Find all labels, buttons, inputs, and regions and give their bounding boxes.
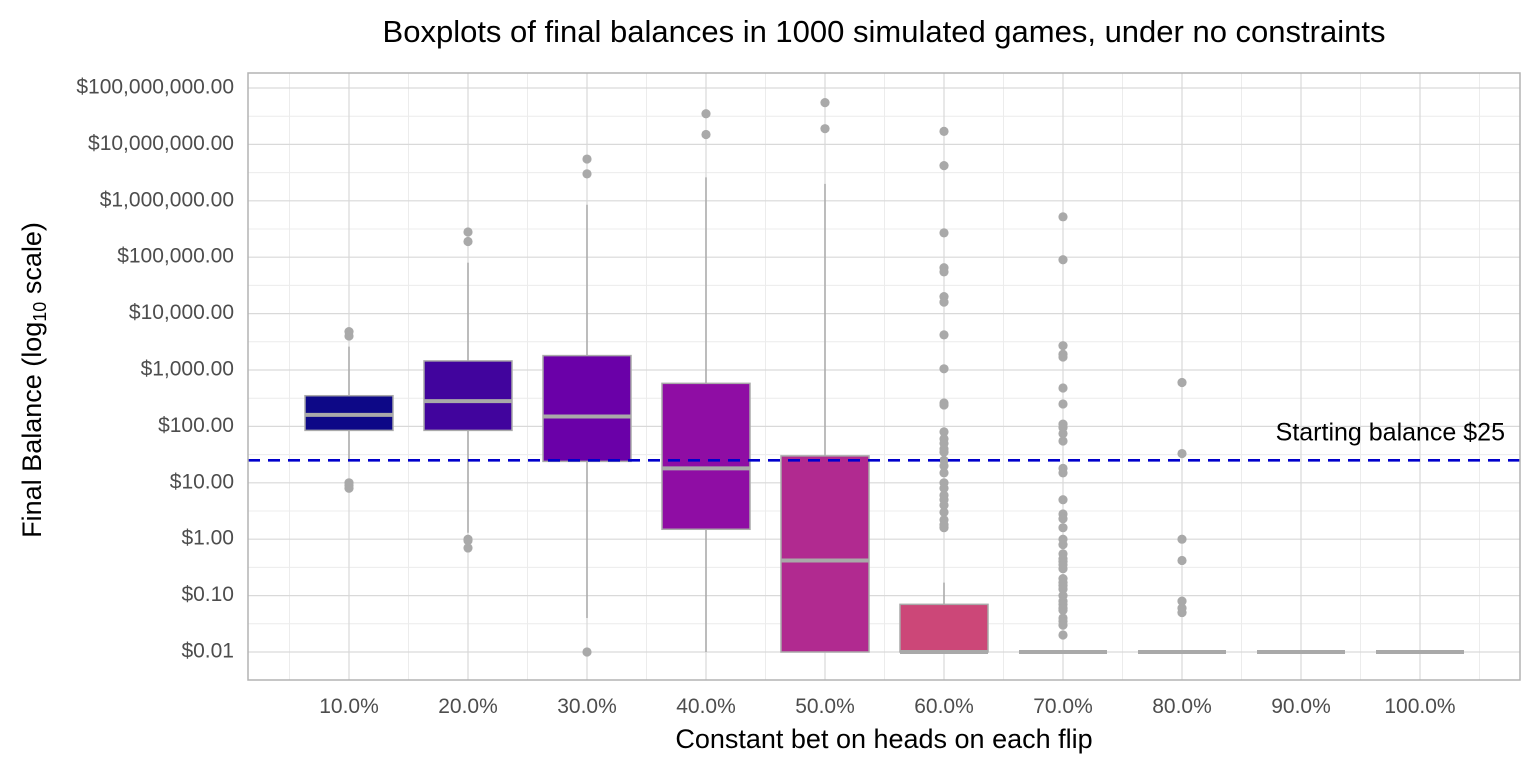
outlier-point xyxy=(939,523,949,533)
x-tick-label: 40.0% xyxy=(676,695,736,718)
outlier-point xyxy=(463,543,473,553)
outlier-point xyxy=(939,267,949,277)
box-60.0pct xyxy=(899,603,989,653)
starting-balance-label: Starting balance $25 xyxy=(1276,418,1505,446)
box-40.0pct xyxy=(661,382,751,531)
y-tick-label: $1,000,000.00 xyxy=(100,188,234,211)
plot-border xyxy=(247,72,1521,681)
x-tick-label: 80.0% xyxy=(1152,695,1212,718)
outlier-point xyxy=(582,647,592,657)
outlier-point xyxy=(582,154,592,164)
outlier-point xyxy=(939,400,949,410)
y-tick-label: $1.00 xyxy=(181,527,234,550)
outlier-point xyxy=(1058,495,1068,505)
x-tick-label: 10.0% xyxy=(319,695,379,718)
outlier-point xyxy=(463,227,473,237)
y-axis-title-end: scale) xyxy=(17,222,47,302)
outlier-point xyxy=(1177,377,1187,388)
outlier-point xyxy=(1058,620,1068,630)
outlier-point xyxy=(1177,555,1187,566)
outlier-point xyxy=(1058,399,1068,409)
outlier-point xyxy=(1058,383,1068,393)
x-tick-label: 60.0% xyxy=(914,695,974,718)
outlier-point xyxy=(1058,564,1068,574)
outlier-point xyxy=(939,500,949,510)
outlier-point xyxy=(344,483,354,493)
outlier-point xyxy=(820,98,830,108)
box-50.0pct xyxy=(780,455,870,653)
outlier-point xyxy=(1058,468,1068,478)
x-tick-label: 30.0% xyxy=(557,695,617,718)
outlier-point xyxy=(939,126,949,137)
x-tick-label: 20.0% xyxy=(438,695,498,718)
outlier-point xyxy=(939,447,949,457)
box-30.0pct xyxy=(542,354,632,463)
outlier-point xyxy=(939,427,949,437)
outlier-point xyxy=(1058,212,1068,222)
outlier-point xyxy=(1177,607,1187,618)
y-axis-title-main: Final Balance (log xyxy=(17,321,47,538)
outlier-point xyxy=(1177,448,1187,459)
outlier-point xyxy=(463,236,473,247)
outlier-point xyxy=(820,124,830,134)
x-tick-label: 100.0% xyxy=(1384,695,1455,718)
outlier-point xyxy=(1058,584,1068,594)
outlier-point xyxy=(1058,436,1068,446)
outlier-point xyxy=(1058,428,1068,439)
outlier-point xyxy=(939,330,949,340)
outlier-point xyxy=(939,228,949,238)
outlier-point xyxy=(1058,540,1068,550)
x-tick-label: 70.0% xyxy=(1033,695,1093,718)
outlier-point xyxy=(939,468,949,478)
chart-title: Boxplots of final balances in 1000 simul… xyxy=(382,14,1386,49)
outlier-point xyxy=(939,461,949,471)
y-tick-label: $10,000.00 xyxy=(129,301,234,324)
outlier-point xyxy=(1058,341,1068,351)
y-tick-label: $0.01 xyxy=(181,640,234,663)
x-tick-label: 90.0% xyxy=(1271,695,1331,718)
y-tick-label: $10.00 xyxy=(170,470,234,493)
outlier-point xyxy=(701,109,711,119)
y-tick-label: $100,000,000.00 xyxy=(76,76,234,99)
y-tick-label: $0.10 xyxy=(181,583,234,606)
y-tick-label: $100,000.00 xyxy=(117,245,234,268)
outlier-point xyxy=(939,483,949,493)
x-tick-label: 50.0% xyxy=(795,695,855,718)
outlier-point xyxy=(1058,630,1068,640)
outlier-point xyxy=(939,161,949,171)
outlier-point xyxy=(701,129,711,140)
y-tick-label: $10,000,000.00 xyxy=(88,132,234,155)
outlier-point xyxy=(939,364,949,374)
outlier-point xyxy=(463,535,473,546)
outlier-point xyxy=(939,507,949,517)
box-20.0pct xyxy=(423,360,513,432)
y-tick-label: $1,000.00 xyxy=(141,358,234,381)
y-axis-title-subscript: 10 xyxy=(30,301,50,322)
outlier-point xyxy=(1058,352,1068,362)
outlier-point xyxy=(1058,523,1068,533)
outlier-point xyxy=(1058,514,1068,524)
x-axis-title: Constant bet on heads on each flip xyxy=(675,724,1093,754)
outlier-point xyxy=(1058,605,1068,615)
outlier-point xyxy=(344,331,354,341)
outlier-point xyxy=(1177,596,1187,606)
y-axis-title: Final Balance (log10 scale) xyxy=(17,222,51,538)
outlier-point xyxy=(1177,534,1187,544)
outlier-point xyxy=(582,169,592,179)
outlier-point xyxy=(939,297,949,307)
outlier-point xyxy=(1058,255,1068,265)
y-tick-label: $100.00 xyxy=(158,414,234,437)
